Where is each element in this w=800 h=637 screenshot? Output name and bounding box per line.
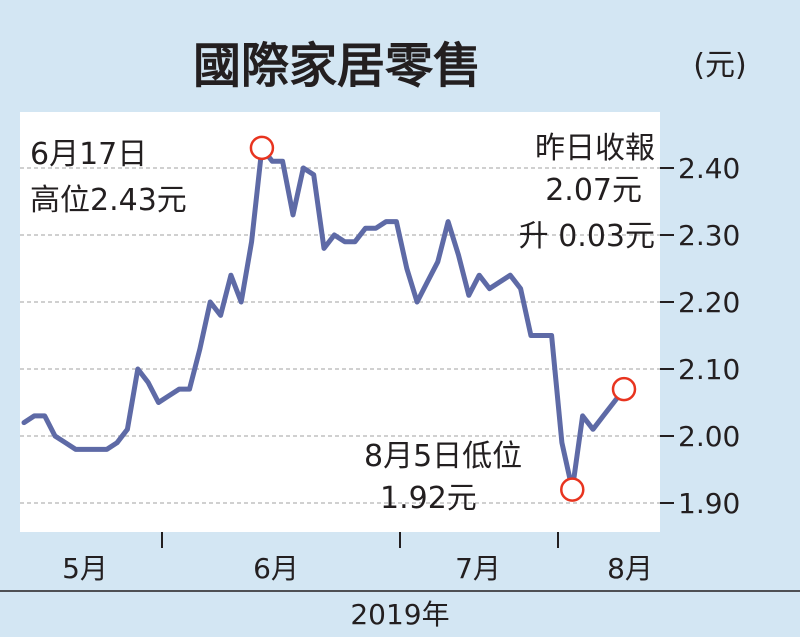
low-marker (560, 477, 585, 502)
month-label-aug: 8月 (607, 552, 653, 585)
unit-label: (元) (693, 48, 746, 83)
y-tick-label: 2.40 (678, 152, 740, 185)
high-annotation-value: 高位2.43元 (30, 183, 187, 218)
latest-annotation: 昨日收報 2.07元 升 0.03元 (519, 131, 655, 254)
x-axis: 5月 6月 7月 8月 (62, 532, 653, 585)
chart-title: 國際家居零售 (193, 38, 481, 94)
y-tick-label: 2.20 (678, 286, 740, 319)
low-annotation-value: 1.92元 (380, 481, 477, 516)
high-marker (249, 135, 275, 161)
low-annotation: 8月5日低位 1.92元 (364, 439, 522, 516)
latest-marker (611, 376, 637, 402)
month-label-jul: 7月 (455, 552, 501, 585)
high-annotation: 6月17日 高位2.43元 (30, 137, 187, 218)
y-tick-label: 1.90 (678, 487, 740, 520)
price-line (21, 145, 627, 493)
y-axis-ticks: 2.40 2.30 2.20 2.10 2.00 1.90 (660, 152, 740, 520)
latest-annotation-change: 升 0.03元 (519, 219, 655, 254)
low-annotation-date: 8月5日低位 (364, 439, 522, 474)
latest-annotation-price: 2.07元 (545, 173, 642, 208)
plot-area (20, 112, 660, 532)
y-tick-label: 2.30 (678, 219, 740, 252)
latest-annotation-label: 昨日收報 (535, 131, 655, 166)
year-label: 2019年 (350, 598, 449, 631)
y-tick-label: 2.00 (678, 420, 740, 453)
high-annotation-date: 6月17日 (30, 137, 147, 172)
month-label-jun: 6月 (253, 552, 299, 585)
month-label-may: 5月 (62, 552, 108, 585)
y-tick-label: 2.10 (678, 353, 740, 386)
